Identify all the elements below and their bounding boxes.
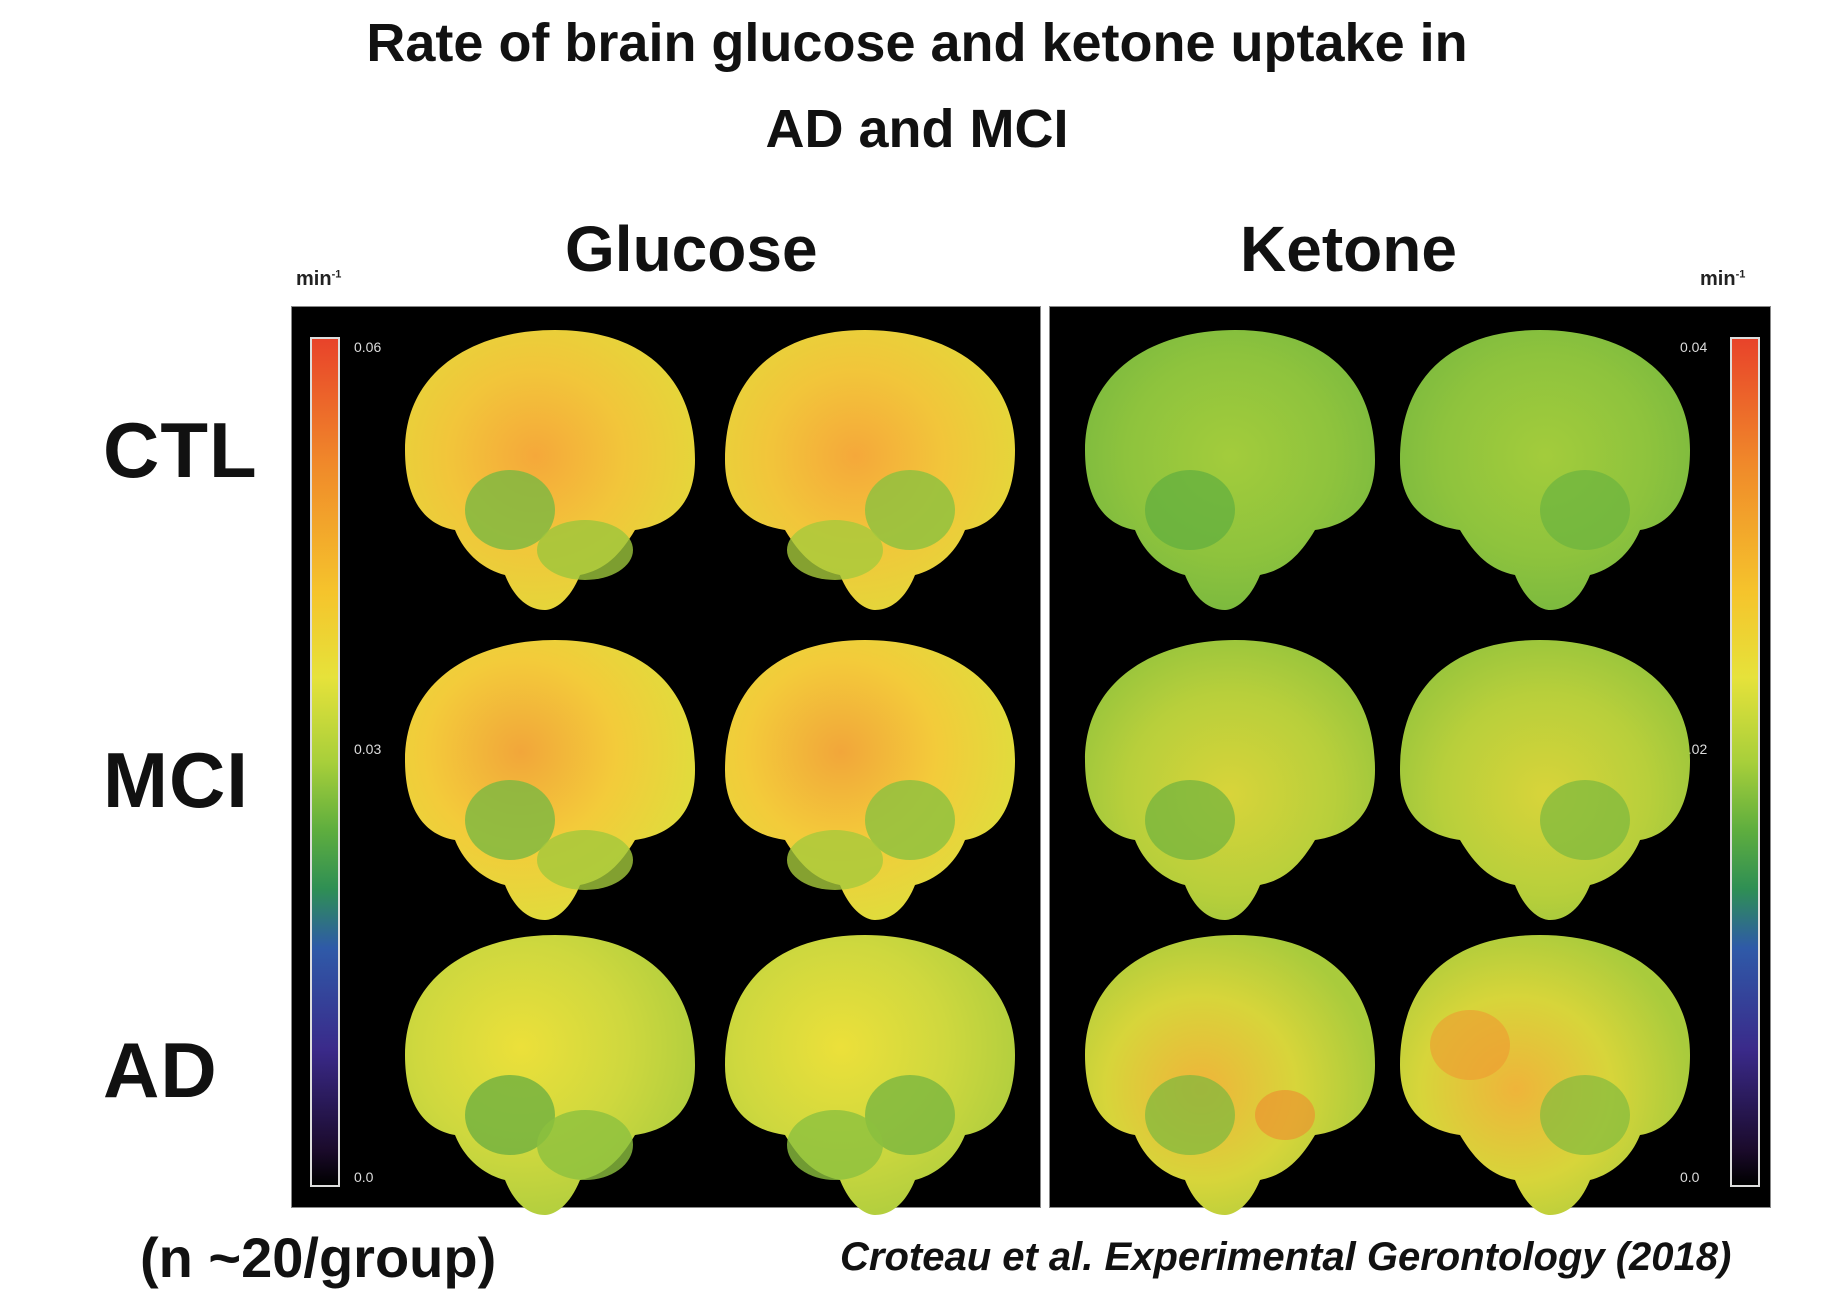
left-scale-unit: min-1 <box>296 268 342 290</box>
right-scale-unit: min-1 <box>1700 268 1746 290</box>
glucose-color-scale <box>310 337 340 1187</box>
slide-title-line-1: Rate of brain glucose and ketone uptake … <box>366 13 1468 73</box>
ketone-scale-min: 0.0 <box>1680 1169 1700 1185</box>
ketone-color-scale <box>1730 337 1760 1187</box>
slide-title-line-2: AD and MCI <box>765 99 1069 159</box>
glucose-column-header: Glucose <box>565 213 818 285</box>
ketone-panel: 0.04 0.02 0.0 <box>1049 306 1771 1208</box>
glucose-scale-max: 0.06 <box>354 339 382 355</box>
glucose-panel: 0.06 0.03 0.0 <box>291 306 1041 1208</box>
row-label-ctl: CTL <box>103 406 258 494</box>
ketone-scale-max: 0.04 <box>1680 339 1708 355</box>
sample-size-note: (n ~20/group) <box>140 1226 497 1289</box>
glucose-scale-mid: 0.03 <box>354 741 382 757</box>
citation: Croteau et al. Experimental Gerontology … <box>840 1235 1732 1279</box>
ketone-column-header: Ketone <box>1240 213 1457 285</box>
row-label-mci: MCI <box>103 736 249 824</box>
ketone-scale-mid: 0.02 <box>1680 741 1708 757</box>
glucose-scale-min: 0.0 <box>354 1169 374 1185</box>
row-label-ad: AD <box>103 1026 218 1114</box>
